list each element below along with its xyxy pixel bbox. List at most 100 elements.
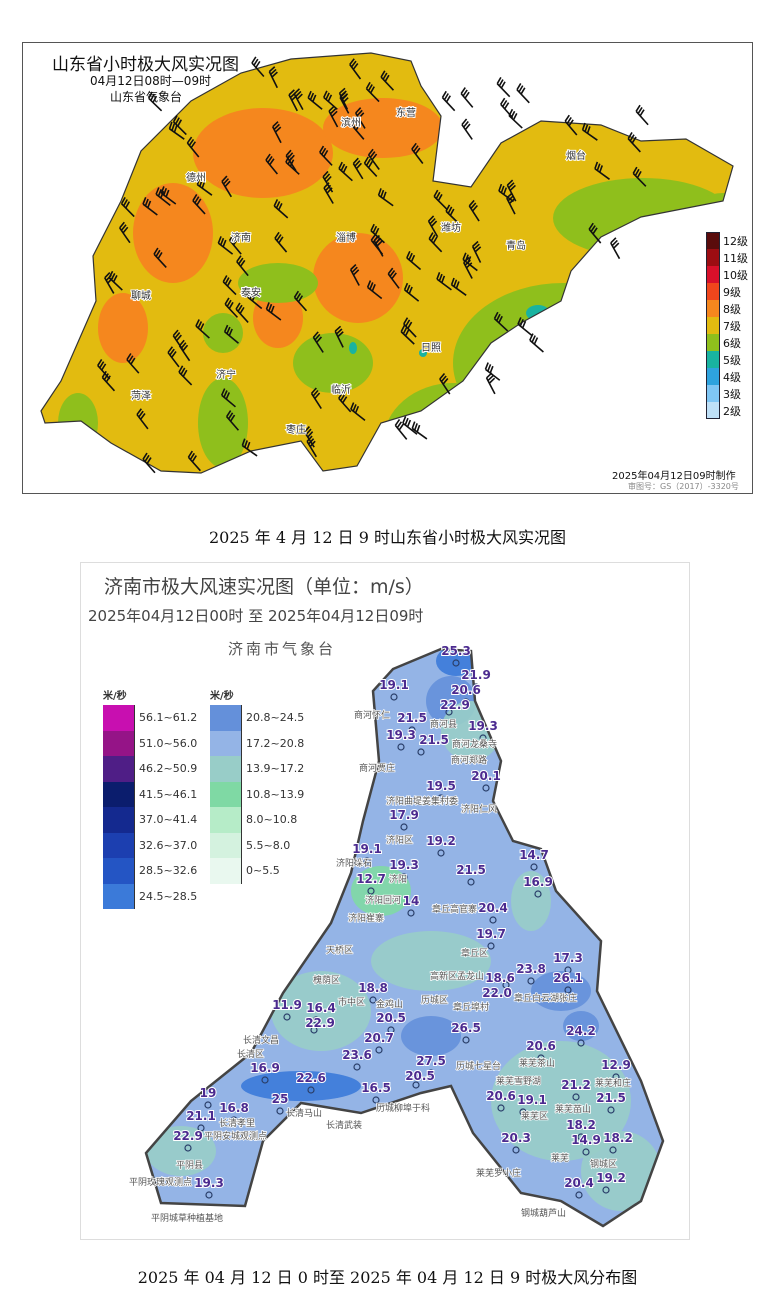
wind-barb-icon [366,280,383,300]
barb-feather [529,333,534,341]
barb-feather [226,299,232,307]
place-label: 高新区孟龙山 [430,970,484,982]
station-value: 16.9 [523,875,553,889]
barb-feather [487,374,494,382]
barb-feather [99,361,105,369]
barb-feather [380,189,385,198]
barb-feather [487,364,492,372]
legend-swatch [706,317,720,334]
legend-label: 10级 [723,268,748,282]
barb-feather [437,193,443,202]
barb-feather [169,348,175,356]
place-label: 济阳曲堤姜集村委 [386,795,458,807]
legend-label: 20.8~24.5 [246,711,305,725]
barb-feather [157,189,162,197]
station-value: 19.5 [426,779,456,793]
barb-feather [403,282,409,291]
barb-staff [148,97,163,112]
legend-swatch [706,249,720,266]
barb-feather [130,357,136,365]
wind-barb-icon [460,87,474,108]
station-value: 20.5 [405,1069,435,1083]
legend-swatch [706,300,720,317]
place-label: 历城区 [421,995,448,1006]
jinan-wind-map: 25.321.920.622.919.121.519.319.3 21.519.5… [128,643,665,1228]
barb-staff [221,181,233,198]
wind-level-area [133,183,213,283]
station-value: 19.1 [352,842,382,856]
station-marker [564,986,572,994]
barb-feather [335,328,343,335]
wind-barb-icon [370,233,384,255]
barb-feather [239,306,245,314]
city-label: 青岛 [506,239,526,252]
barb-staff [285,161,300,175]
barb-feather [160,186,165,194]
station-value: 18.2 [566,1118,596,1132]
station-value: 23.6 [342,1048,372,1062]
wind-barb-icon [172,115,187,136]
barb-feather [269,158,275,166]
legend-item: 20.8~24.5 [210,705,304,731]
station-value: 26.1 [553,971,583,985]
place-label: 历城柳埠于科 [376,1102,430,1114]
barb-feather [268,66,276,73]
barb-feather [372,236,379,244]
station-value: 27.5 [416,1054,446,1068]
barb-feather [394,418,401,426]
station-value: 20.6 [526,1039,556,1053]
wind-barb-icon [247,290,263,310]
barb-feather [201,181,206,189]
barb-feather [270,68,277,75]
legend-item: 5级 [706,351,748,368]
wind-barb-icon [498,183,514,203]
station-marker [230,1116,238,1124]
wind-barb-icon [160,186,177,205]
barb-feather [566,117,572,124]
barb-feather [265,302,270,310]
barb-feather [255,60,261,68]
barb-feather [370,233,377,241]
station-marker [400,873,408,881]
legend-swatch [210,730,242,756]
barb-feather [337,331,344,338]
barb-feather [309,92,315,101]
station-marker [512,1146,520,1154]
barb-feather [398,423,404,431]
barb-feather [324,184,332,192]
wind-level-area [193,108,333,198]
station-marker [577,1039,585,1047]
station-value: 23.8 [516,962,546,976]
place-label: 济阳回河 [365,894,401,906]
legend-item: 8.0~10.8 [210,807,304,833]
barb-feather [427,215,435,222]
barb-staff [485,377,496,395]
barb-feather [371,284,376,292]
barb-feather [488,377,496,384]
station-value: 18.6 [485,971,515,985]
place-label: 钢城区 [590,1158,617,1170]
legend-label: 28.5~32.6 [139,864,198,878]
barb-feather [339,91,346,99]
place-label: 长清区 [237,1048,264,1060]
barb-staff [266,308,282,321]
barb-feather [445,204,451,212]
bottom-map-range: 2025年04月12日00时 至 2025年04月12日09时 [88,607,424,625]
place-label: 章丘高官寨 [432,903,477,915]
legend-item: 41.5~46.1 [103,781,197,807]
barb-feather [110,272,116,281]
barb-feather [155,249,161,257]
wind-barb-icon [610,237,621,260]
legend-swatch [706,402,720,419]
wind-barb-icon [323,90,338,110]
place-label: 莱芜苗山 [555,1103,591,1115]
barb-feather [186,136,193,144]
wind-level-area [203,313,243,353]
barb-feather [432,236,438,244]
barb-feather [197,321,203,329]
barb-feather [307,90,312,99]
barb-feather [192,194,198,202]
barb-feather [120,224,127,231]
barb-staff [352,163,364,180]
barb-staff [506,197,516,215]
